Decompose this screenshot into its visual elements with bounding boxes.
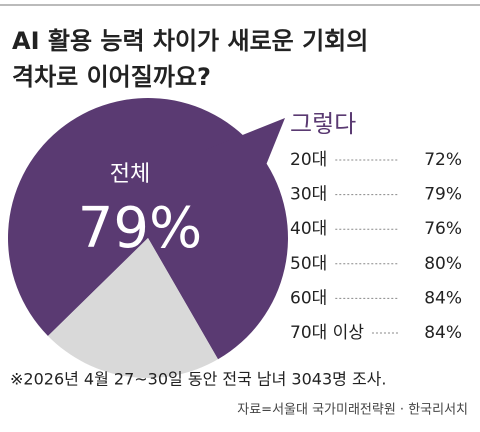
row-value: 79% — [424, 185, 462, 205]
pie-slice — [47, 238, 219, 379]
row-label: 60대 — [290, 288, 327, 308]
legend-title: 그렇다 — [290, 110, 356, 138]
row-value: 80% — [424, 254, 462, 274]
row-value: 72% — [424, 150, 462, 170]
row-label: 40대 — [290, 219, 327, 239]
pie-value-label: 79% — [78, 196, 202, 261]
row-label: 20대 — [290, 150, 327, 170]
pie-slice — [7, 98, 288, 360]
chart-title: AI 활용 능력 차이가 새로운 기회의 — [12, 27, 368, 55]
row-label: 30대 — [290, 185, 327, 205]
chart-subtitle: 격차로 이어질까요? — [12, 63, 211, 91]
row-value: 84% — [424, 288, 462, 308]
pie — [7, 98, 288, 379]
row-label: 50대 — [290, 254, 327, 274]
row-value: 84% — [424, 323, 462, 343]
pie-label: 전체 — [110, 162, 150, 187]
row-value: 76% — [424, 219, 462, 239]
row-label: 70대 이상 — [290, 323, 364, 343]
bubble-tail — [205, 118, 285, 175]
note: ※2026년 4월 27~30일 동안 전국 남녀 3043명 조사. — [10, 370, 386, 389]
source: 자료=서울대 국가미래전략원 · 한국리서치 — [237, 403, 468, 418]
age-list: 20대 72% 30대 79% 40대 76% 50대 80% 60대 84% 70대 이상 84% — [290, 150, 462, 343]
